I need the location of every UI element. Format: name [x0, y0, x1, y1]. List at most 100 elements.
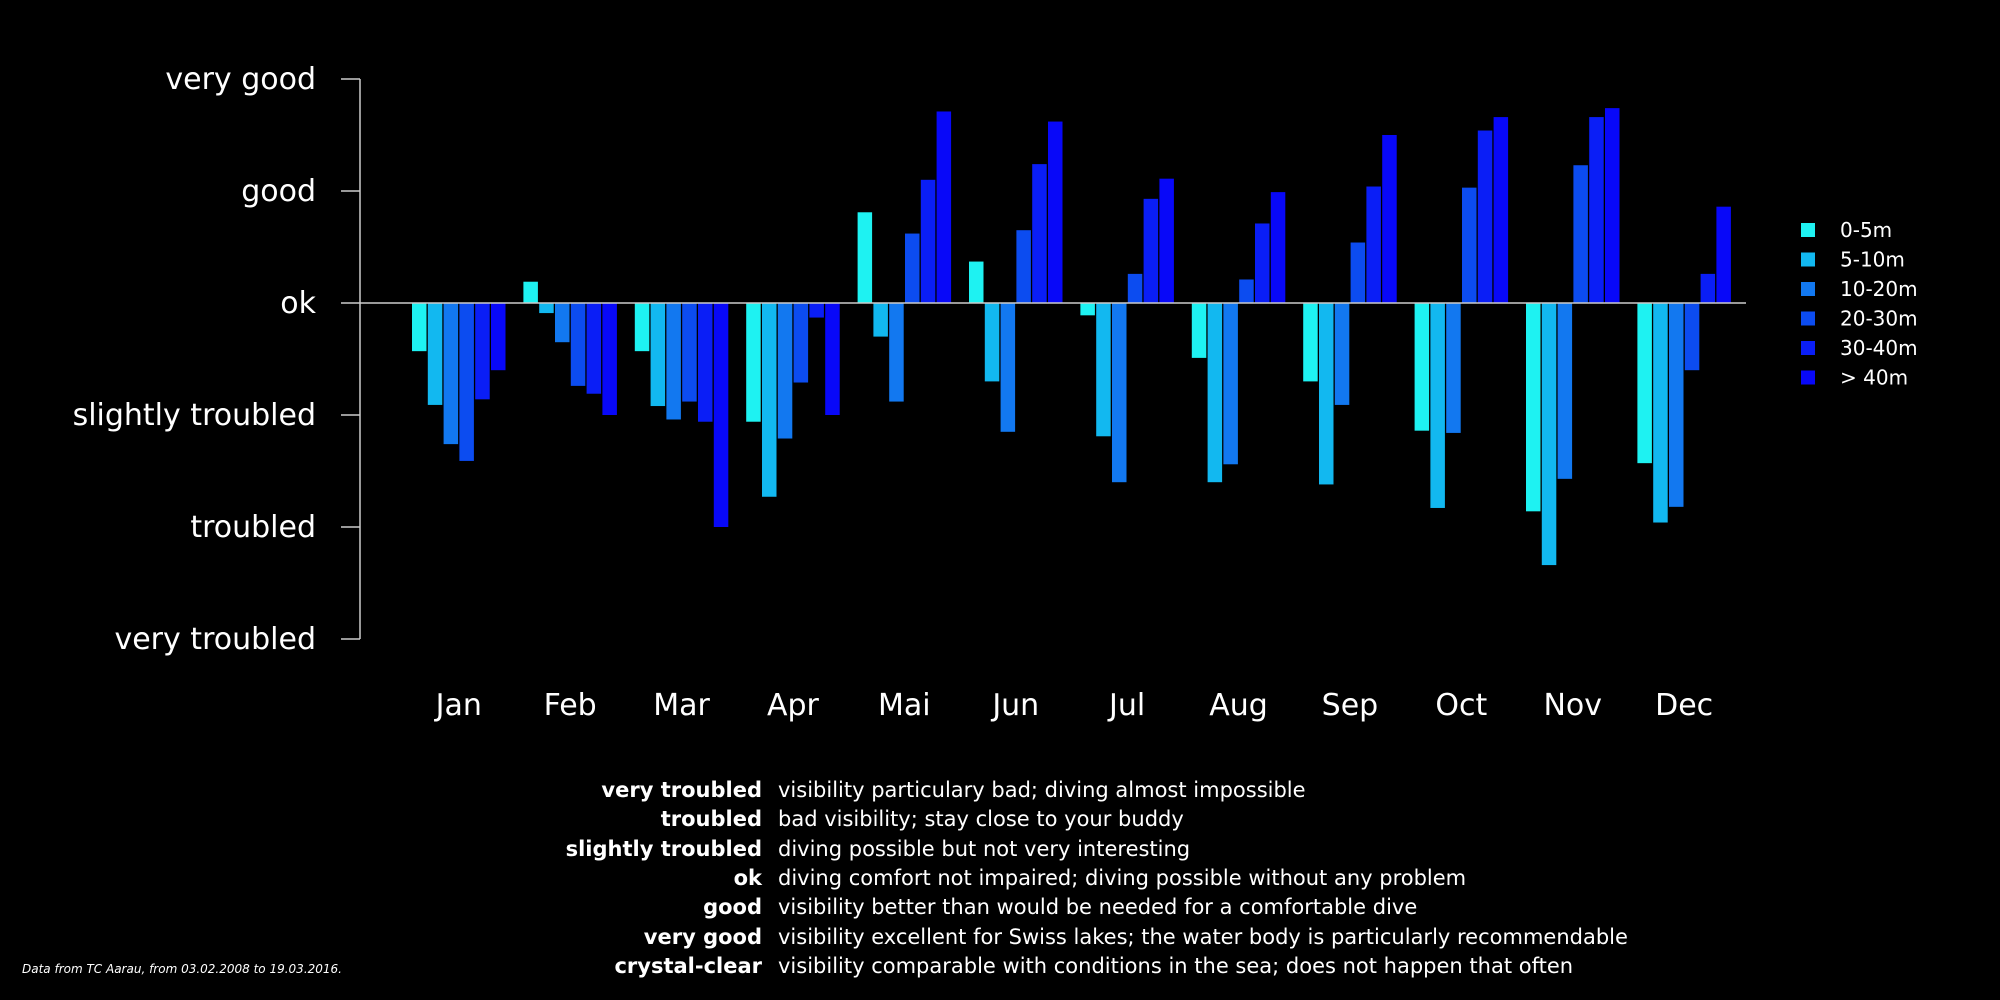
- bar-mar-0: [634, 303, 650, 352]
- bar-apr-4: [809, 303, 824, 318]
- bar-mai-0: [857, 212, 873, 303]
- y-tick-label: very troubled: [114, 622, 316, 657]
- bar-feb-5: [602, 303, 617, 415]
- glossary-description: diving comfort not impaired; diving poss…: [778, 865, 1467, 890]
- legend-swatch: [1801, 223, 1815, 237]
- legend-label: 10-20m: [1840, 277, 1918, 301]
- glossary-description: visibility particulary bad; diving almos…: [778, 778, 1306, 802]
- x-axis: Jan Feb Mar Apr Mai Jun Jul Aug Sep Oct Nov Dec: [434, 688, 1714, 723]
- bar-mai-4: [920, 179, 936, 303]
- legend-label: 0-5m: [1840, 218, 1892, 242]
- legend-swatch: [1801, 370, 1815, 385]
- bar-sep-1: [1319, 303, 1334, 485]
- bar-mai-1: [873, 303, 888, 337]
- bar-jan-0: [412, 303, 427, 352]
- bar-sep-4: [1366, 186, 1381, 303]
- bar-sep-0: [1303, 303, 1318, 382]
- legend-label: 20-30m: [1840, 307, 1918, 331]
- x-tick-label: Apr: [767, 688, 820, 723]
- bar-mar-2: [666, 303, 681, 420]
- bar-jun-0: [969, 261, 984, 303]
- legend-label: 30-40m: [1840, 336, 1918, 360]
- glossary-row: troubled bad visibility; stay close to yo…: [0, 805, 2000, 834]
- bar-jun-4: [1032, 164, 1047, 303]
- bar-jul-0: [1080, 303, 1095, 316]
- bar-aug-4: [1255, 223, 1270, 303]
- bar-jun-2: [1000, 303, 1016, 432]
- bar-jun-1: [984, 303, 1000, 382]
- glossary-term: very good: [643, 924, 762, 949]
- bar-jan-4: [475, 303, 490, 400]
- legend-swatch: [1801, 282, 1815, 296]
- x-tick-label: Mai: [878, 688, 931, 723]
- bar-dec-3: [1684, 303, 1700, 371]
- bar-feb-1: [539, 303, 554, 314]
- bar-feb-2: [555, 303, 570, 343]
- glossary-description: bad visibility; stay close to your buddy: [778, 807, 1184, 832]
- x-tick-label: Aug: [1209, 688, 1268, 723]
- bar-mai-5: [936, 111, 952, 303]
- bars-layer: [412, 108, 1731, 566]
- y-tick-label: ok: [280, 286, 316, 321]
- bar-sep-5: [1382, 135, 1397, 303]
- x-tick-label: Oct: [1435, 688, 1487, 723]
- bar-dec-0: [1637, 303, 1652, 464]
- bar-jan-2: [443, 303, 459, 445]
- bar-jun-5: [1048, 121, 1063, 303]
- bar-mai-3: [905, 233, 920, 303]
- y-axis: very good good ok slightly troubled troubled…: [73, 62, 361, 657]
- bar-oct-0: [1414, 303, 1430, 431]
- legend-label: 5-10m: [1840, 248, 1905, 272]
- bar-oct-3: [1462, 187, 1477, 303]
- x-tick-label: Jul: [1107, 688, 1145, 723]
- source-note: Data from TC Aarau, from 03.02.2008 to 1…: [22, 962, 342, 976]
- legend: 0-5m 5-10m 10-20m 20-30m 30-40m > 40m: [1801, 218, 1918, 390]
- x-tick-label: Jun: [990, 688, 1039, 723]
- bar-jan-3: [459, 303, 474, 461]
- glossary-term: good: [703, 895, 762, 920]
- bar-jul-2: [1112, 303, 1127, 483]
- glossary-row: ok diving comfort not impaired; diving po…: [0, 864, 2000, 893]
- glossary-description: visibility excellent for Swiss lakes; th…: [778, 924, 1628, 949]
- bar-dec-1: [1653, 303, 1668, 523]
- glossary-term: ok: [733, 865, 762, 890]
- glossary-row: crystal-clear visibility comparable with …: [0, 952, 2000, 981]
- bar-apr-5: [825, 303, 840, 415]
- legend-swatch: [1801, 311, 1815, 326]
- bar-dec-2: [1669, 303, 1684, 507]
- legend-swatch: [1801, 341, 1815, 355]
- y-tick-label: good: [241, 174, 316, 209]
- bar-oct-2: [1446, 303, 1461, 433]
- glossary-row: good visibility better than would be need…: [0, 893, 2000, 922]
- bar-aug-1: [1207, 303, 1223, 483]
- bar-sep-2: [1334, 303, 1350, 405]
- bar-apr-3: [793, 303, 809, 383]
- y-tick-label: troubled: [190, 510, 316, 545]
- glossary-term: very troubled: [601, 778, 762, 802]
- glossary-description: visibility comparable with conditions in…: [778, 953, 1574, 978]
- bar-sep-3: [1350, 242, 1366, 303]
- bar-apr-0: [746, 303, 761, 422]
- bar-aug-3: [1239, 279, 1254, 303]
- bar-oct-4: [1477, 130, 1493, 303]
- x-tick-label: Sep: [1322, 688, 1379, 723]
- x-tick-label: Nov: [1543, 688, 1602, 723]
- glossary-description: visibility better than would be needed f…: [778, 895, 1418, 920]
- glossary-row: very good visibility excellent for Swiss …: [0, 923, 2000, 952]
- bar-nov-1: [1541, 303, 1557, 566]
- bar-mar-4: [698, 303, 713, 422]
- bar-mar-5: [713, 303, 729, 527]
- bar-aug-5: [1270, 192, 1286, 303]
- glossary-row: slightly troubled diving possible but not…: [0, 835, 2000, 864]
- bar-oct-5: [1493, 117, 1509, 303]
- glossary-row: very troubled visibility particulary bad;…: [0, 776, 2000, 805]
- bar-mai-2: [889, 303, 904, 402]
- bar-dec-5: [1716, 206, 1731, 303]
- y-tick-label: slightly troubled: [73, 398, 316, 433]
- bar-feb-4: [586, 303, 602, 394]
- y-tick-label: very good: [165, 62, 316, 97]
- bar-aug-0: [1191, 303, 1207, 358]
- x-tick-label: Dec: [1655, 688, 1713, 723]
- bar-mar-3: [682, 303, 697, 402]
